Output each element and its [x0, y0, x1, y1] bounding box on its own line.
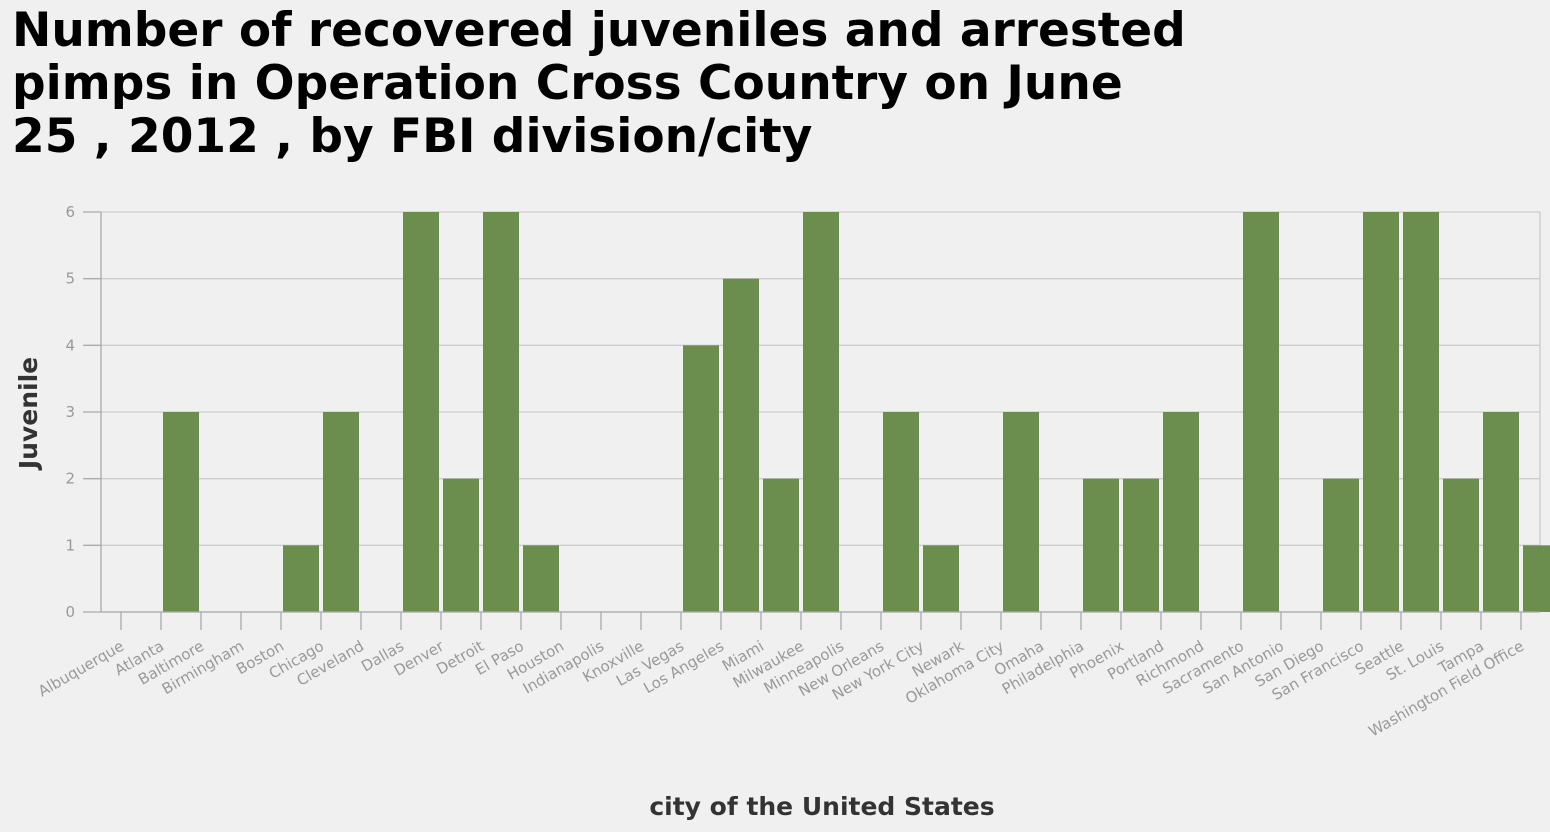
- y-tick-label-2: 2: [65, 470, 75, 488]
- y-tick-label-1: 1: [65, 536, 75, 554]
- bar-phoenix: [1123, 478, 1159, 612]
- bar-denver: [443, 478, 479, 612]
- bar-washington-field-office: [1523, 545, 1550, 612]
- x-axis-title: city of the United States: [649, 792, 994, 821]
- bar-dallas: [403, 212, 439, 612]
- bar-philadelphia: [1083, 478, 1119, 612]
- chart-title: Number of recovered juveniles and arrest…: [12, 4, 1312, 163]
- bar-san-francisco: [1363, 212, 1399, 612]
- y-axis-title: Juvenile: [14, 357, 43, 471]
- chart-title-line-3: 25 , 2012 , by FBI division/city: [12, 109, 813, 164]
- bar-seattle: [1403, 212, 1439, 612]
- bar-sacramento: [1243, 212, 1279, 612]
- bar-el-paso: [523, 545, 559, 612]
- bars: [163, 212, 1550, 612]
- y-tick-label-5: 5: [65, 270, 75, 288]
- bar-new-orleans: [883, 412, 919, 612]
- chart-title-line-1: Number of recovered juveniles and arrest…: [12, 3, 1186, 58]
- bar-atlanta: [163, 412, 199, 612]
- bar-oklahoma-city: [1003, 412, 1039, 612]
- y-tick-label-3: 3: [65, 403, 75, 421]
- axes: 0123456AlbuquerqueAtlantaBaltimoreBirmin…: [35, 203, 1540, 741]
- chart-title-line-2: pimps in Operation Cross Country on June: [12, 56, 1123, 111]
- bar-milwaukee: [803, 212, 839, 612]
- y-tick-label-4: 4: [65, 336, 75, 354]
- bar-tampa: [1483, 412, 1519, 612]
- y-tick-label-6: 6: [65, 203, 75, 221]
- bar-las-vegas: [683, 345, 719, 612]
- bar-new-york-city: [923, 545, 959, 612]
- bar-portland: [1163, 412, 1199, 612]
- bar-st-louis: [1443, 478, 1479, 612]
- bar-los-angeles: [723, 278, 759, 612]
- y-tick-label-0: 0: [65, 603, 75, 621]
- bar-boston: [283, 545, 319, 612]
- bar-detroit: [483, 212, 519, 612]
- bar-chicago: [323, 412, 359, 612]
- bar-san-diego: [1323, 478, 1359, 612]
- bar-miami: [763, 478, 799, 612]
